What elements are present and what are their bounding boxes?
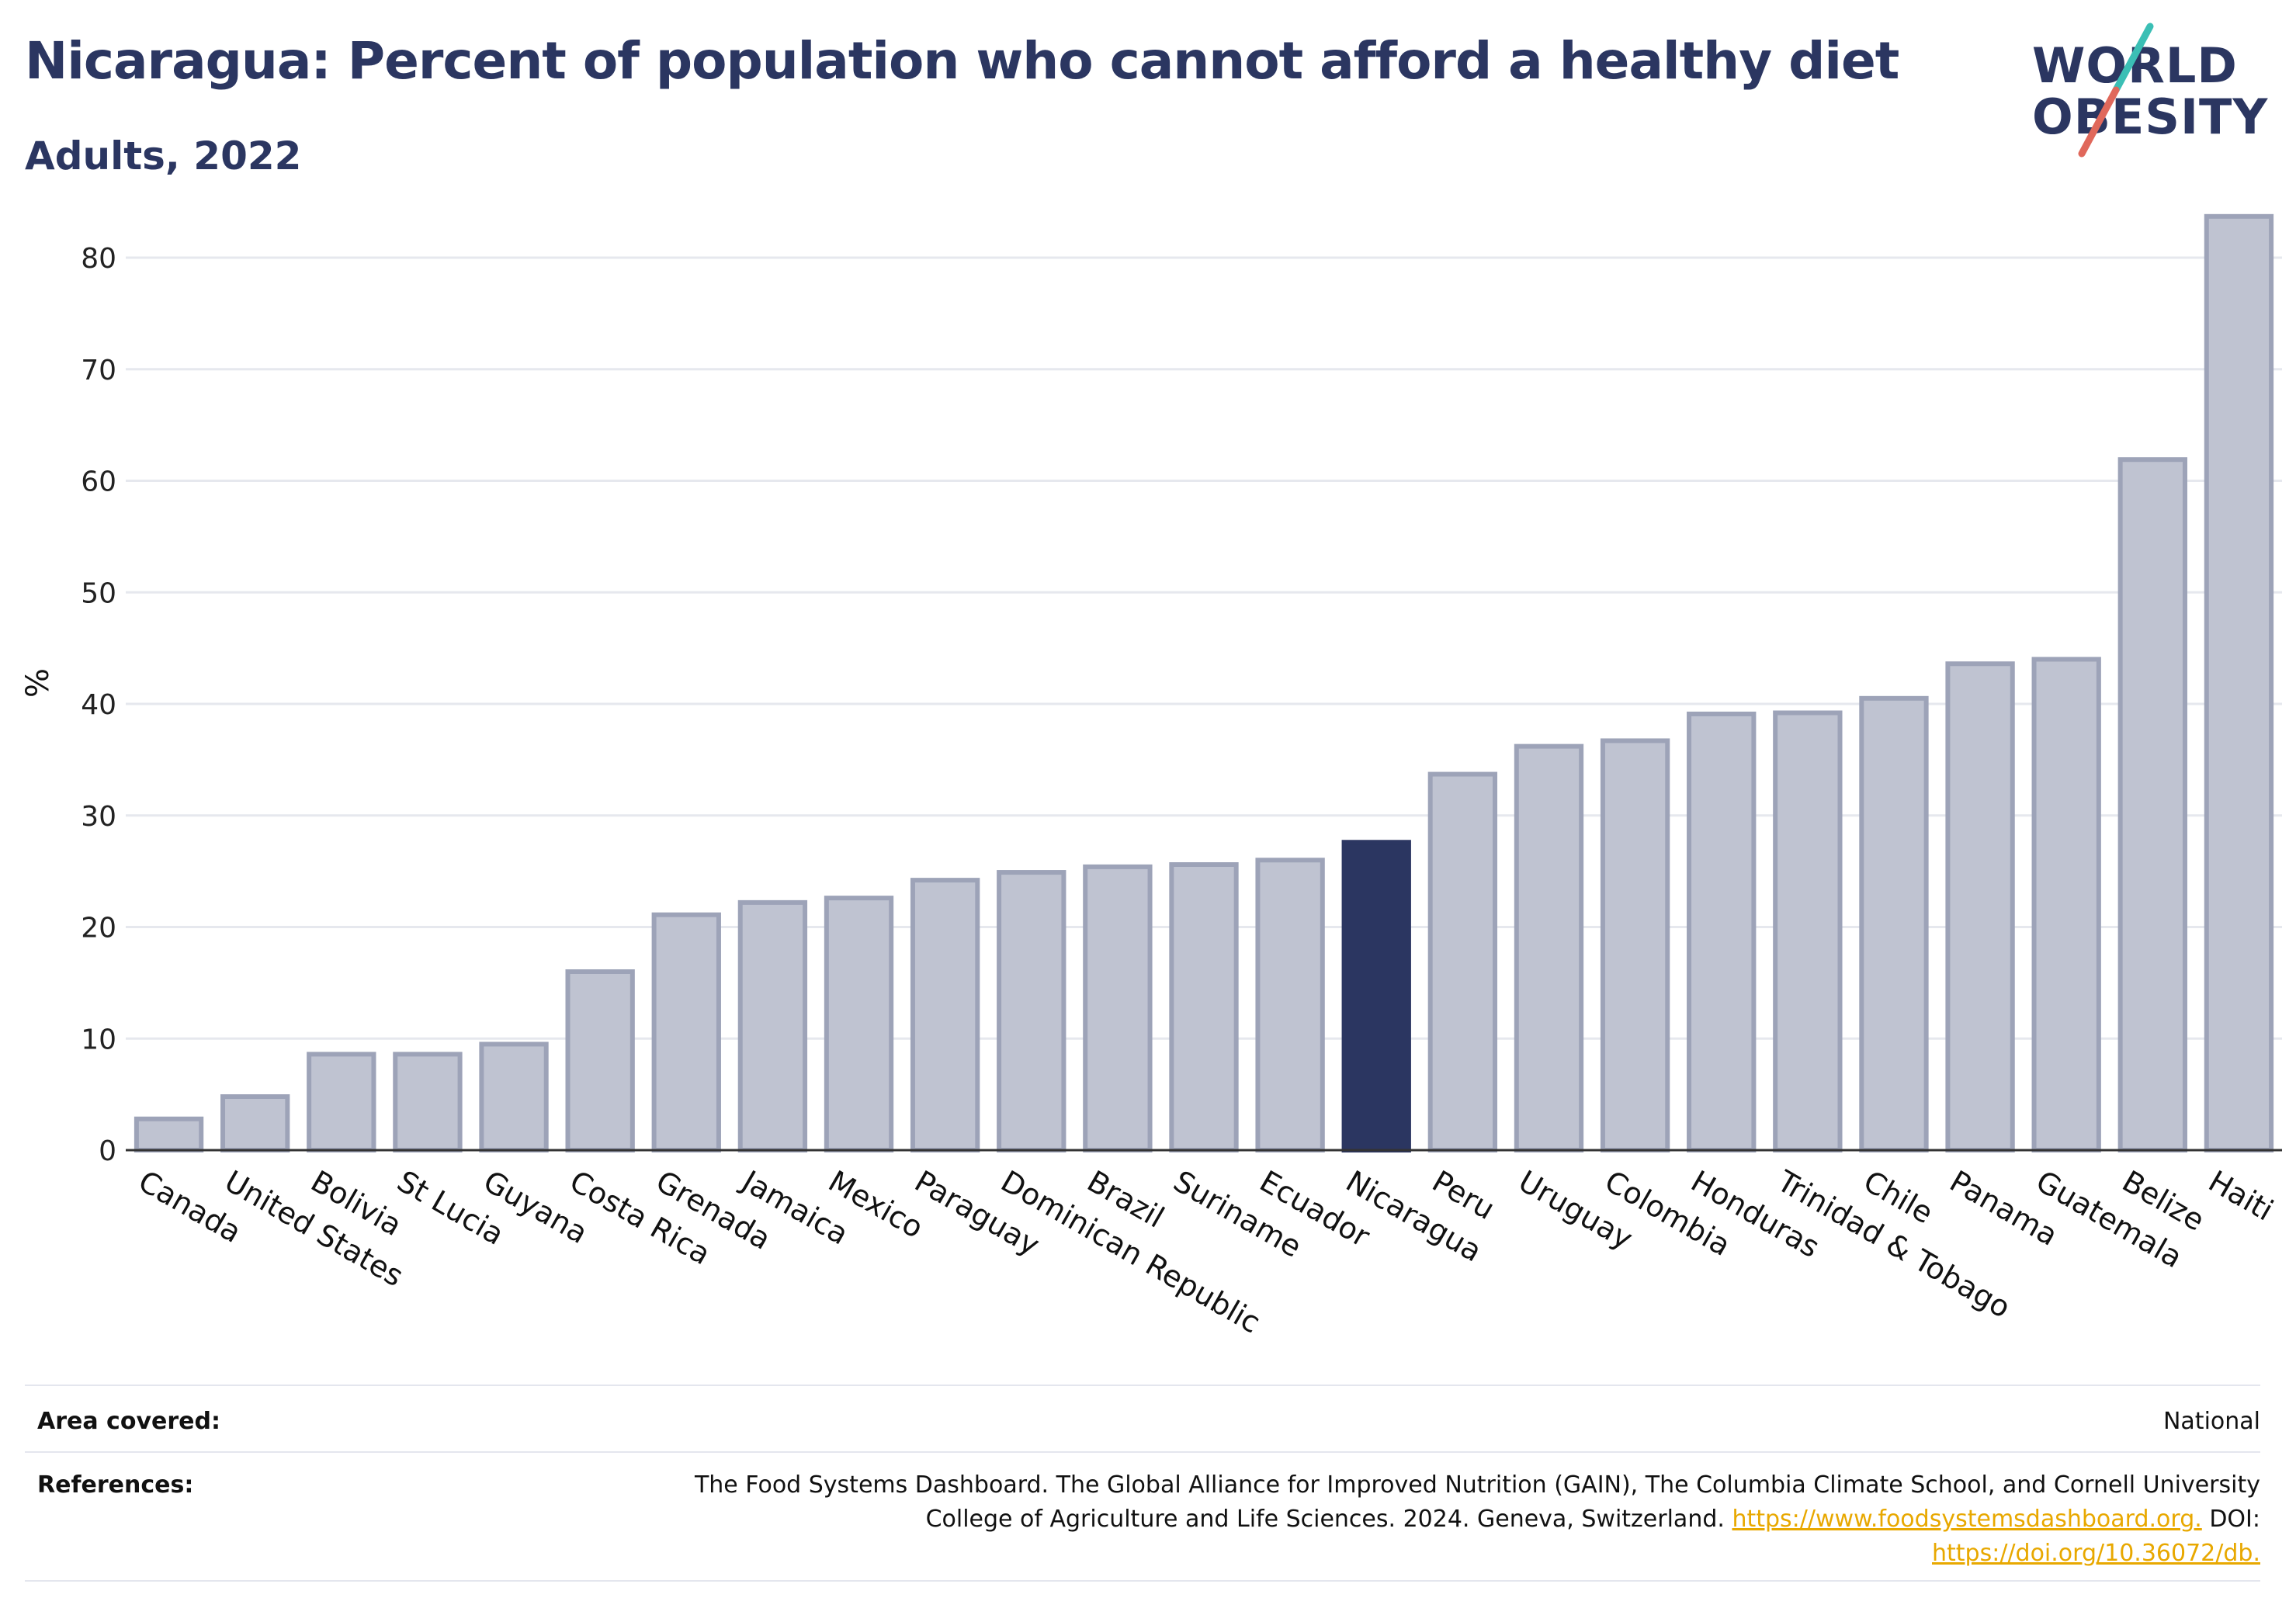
bar-guatemala <box>2031 657 2101 1152</box>
dashboard-link[interactable]: https://www.foodsystemsdashboard.org. <box>1732 1506 2202 1533</box>
bar-colombia <box>1600 738 1670 1152</box>
references-line1: The Food Systems Dashboard. The Global A… <box>694 1471 2260 1499</box>
bar-belize <box>2117 457 2187 1152</box>
logo-line2: OBESITY <box>2032 88 2269 145</box>
references-line2-text: College of Agriculture and Life Sciences… <box>925 1506 1725 1533</box>
bar-honduras <box>1687 711 1757 1152</box>
y-tick-label: 20 <box>81 913 116 944</box>
doi-label: DOI: <box>2209 1506 2260 1533</box>
bar-nicaragua <box>1341 840 1411 1152</box>
bar-costa-rica <box>565 969 635 1152</box>
x-tick-label: Haiti <box>2203 1164 2279 1228</box>
bars <box>134 213 2274 1152</box>
logo-line1: WORLD <box>2032 37 2238 94</box>
bar-peru <box>1427 771 1498 1152</box>
area-covered-row: Area covered: National <box>25 1402 2260 1445</box>
bar-canada <box>134 1116 204 1152</box>
bar-dominican-republic <box>997 870 1066 1152</box>
area-covered-value: National <box>2162 1408 2260 1435</box>
bar-bolivia <box>307 1052 376 1152</box>
footer-top-rule <box>25 1385 2260 1386</box>
bar-brazil <box>1083 864 1153 1152</box>
bar-chile <box>1859 695 1929 1152</box>
y-tick-label: 80 <box>81 243 116 275</box>
bar-ecuador <box>1255 858 1325 1152</box>
bar-panama <box>1945 661 2015 1152</box>
chart-subtitle: Adults, 2022 <box>25 133 302 178</box>
chart-title: Nicaragua: Percent of population who can… <box>25 31 1899 91</box>
y-axis-label: % <box>20 668 56 698</box>
references-label: References: <box>37 1471 194 1499</box>
y-tick-label: 30 <box>81 801 116 833</box>
bar-paraguay <box>910 878 980 1152</box>
y-tick-label: 60 <box>81 466 116 498</box>
footer-middle-rule <box>25 1451 2260 1453</box>
y-tick-label: 0 <box>99 1135 116 1167</box>
doi-link[interactable]: https://doi.org/10.36072/db. <box>1932 1540 2260 1567</box>
y-tick-label: 10 <box>81 1024 116 1055</box>
references-line3: https://doi.org/10.36072/db. <box>695 1537 2260 1571</box>
bar-st-lucia <box>393 1052 463 1152</box>
bar-trinidad-tobago <box>1773 710 1843 1152</box>
bar-mexico <box>824 896 894 1152</box>
footer-bottom-rule <box>25 1580 2260 1582</box>
bar-united-states <box>220 1094 290 1152</box>
y-tick-label: 50 <box>81 577 116 609</box>
bar-uruguay <box>1514 743 1584 1152</box>
y-tick-label: 70 <box>81 355 116 386</box>
references-text: The Food Systems Dashboard. The Global A… <box>695 1468 2260 1571</box>
references-line2: College of Agriculture and Life Sciences… <box>695 1502 2260 1537</box>
logo-slash-icon <box>2078 23 2154 158</box>
area-covered-label: Area covered: <box>37 1408 220 1435</box>
bar-grenada <box>651 912 721 1152</box>
bar-jamaica <box>737 899 808 1152</box>
y-axis-ticks: 0 10 20 30 40 50 60 70 80 <box>81 243 116 1167</box>
bar-guyana <box>479 1041 549 1152</box>
references-row: References: The Food Systems Dashboard. … <box>25 1465 2260 1582</box>
bar-haiti <box>2204 213 2274 1152</box>
world-obesity-logo: WORLD OBESITY <box>2018 22 2282 169</box>
y-tick-label: 40 <box>81 689 116 721</box>
bar-suriname <box>1169 862 1239 1152</box>
